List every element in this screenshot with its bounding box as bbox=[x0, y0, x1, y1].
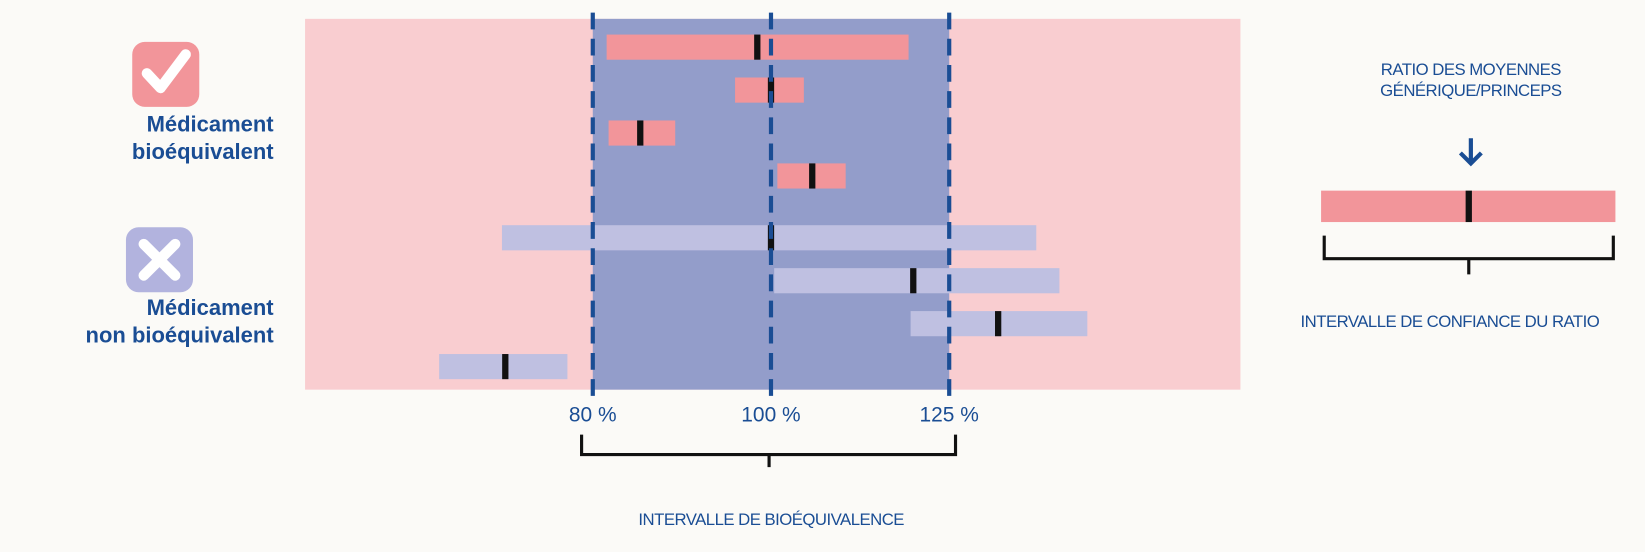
ratio-point bbox=[637, 120, 644, 146]
ratio-point bbox=[809, 163, 816, 189]
legend-arrow bbox=[1458, 138, 1483, 167]
x-tick-label: 100 % bbox=[741, 403, 800, 426]
ratio-point bbox=[910, 268, 917, 294]
legend-point bbox=[1465, 190, 1472, 223]
legend-title: RATIO DES MOYENNES GÉNÉRIQUE/PRINCEPS bbox=[1380, 61, 1562, 101]
x-tick-label: 125 % bbox=[920, 403, 979, 426]
ratio-point bbox=[767, 77, 775, 103]
legend-bracket bbox=[1322, 235, 1615, 275]
cross-mark bbox=[138, 238, 181, 281]
ratio-point bbox=[995, 311, 1002, 337]
check-mark bbox=[141, 49, 191, 94]
bracket bbox=[580, 434, 958, 468]
x-axis-label: INTERVALLE DE BIOÉQUIVALENCE bbox=[638, 510, 904, 529]
x-tick-label: 80 % bbox=[569, 403, 617, 426]
ratio-point bbox=[502, 354, 509, 380]
ratio-point bbox=[754, 34, 761, 60]
confidence-interval bbox=[774, 268, 1060, 294]
group-label: Médicament bioéquivalent bbox=[132, 111, 274, 163]
legend-caption: INTERVALLE DE CONFIANCE DU RATIO bbox=[1301, 312, 1600, 331]
group-label: Médicament non bioéquivalent bbox=[86, 295, 275, 347]
plot: 80 % 100 % 125 % bbox=[305, 12, 1241, 426]
